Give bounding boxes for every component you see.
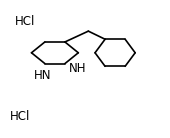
Text: HCl: HCl [15,15,35,28]
Text: NH: NH [69,63,86,75]
Text: HCl: HCl [10,110,30,123]
Text: HN: HN [34,69,51,82]
